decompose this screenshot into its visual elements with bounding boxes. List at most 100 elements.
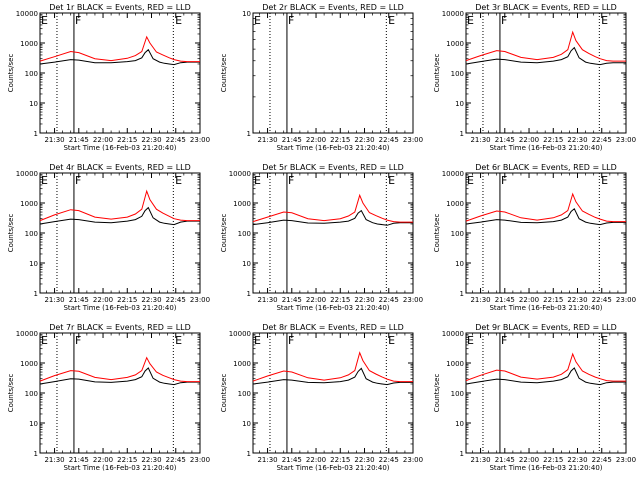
panel-title: Det 6r BLACK = Events, RED = LLD (475, 163, 617, 172)
panel-title: Det 5r BLACK = Events, RED = LLD (262, 163, 404, 172)
y-tick-label: 100 (238, 390, 251, 398)
segment-marker: E (254, 174, 261, 187)
segment-marker: E (601, 334, 608, 347)
y-tick-label: 1 (247, 450, 251, 458)
segment-marker: E (41, 174, 48, 187)
panel-det-1: Det 1r BLACK = Events, RED = LLD 1 10 100 10… (7, 3, 210, 152)
x-tick-label: 22:45 (166, 136, 186, 144)
segment-marker: E (467, 174, 474, 187)
x-axis-label: Start Time (16-Feb-03 21:20:40) (489, 464, 602, 472)
x-tick-label: 22:00 (306, 456, 326, 464)
x-tick-label: 22:15 (330, 296, 350, 304)
x-tick-label: 22:45 (379, 456, 399, 464)
x-tick-label: 21:45 (495, 456, 515, 464)
panel-det-8: Det 8r BLACK = Events, RED = LLD 1 10 100 10… (220, 323, 423, 472)
y-tick-label: 1000 (446, 40, 464, 48)
lld-series-line (252, 351, 413, 383)
x-tick-label: 22:30 (354, 456, 374, 464)
x-tick-label: 22:30 (141, 136, 161, 144)
panel-title: Det 3r BLACK = Events, RED = LLD (475, 3, 617, 12)
x-tick-label: 22:30 (567, 296, 587, 304)
x-tick-label: 22:00 (93, 136, 113, 144)
x-tick-label: 22:00 (519, 136, 539, 144)
lld-series-line (252, 193, 413, 223)
x-tick-label: 21:30 (44, 296, 64, 304)
x-tick-label: 22:15 (117, 456, 137, 464)
y-tick-label: 1 (460, 450, 464, 458)
segment-marker: E (388, 174, 395, 187)
events-series-line (252, 367, 413, 386)
y-tick-label: 10 (29, 260, 38, 268)
y-axis-label: Counts/sec (7, 374, 15, 413)
panel-det-7: Det 7r BLACK = Events, RED = LLD 1 10 100 10… (7, 323, 210, 472)
y-tick-label: 100 (451, 70, 464, 78)
lld-series-line (465, 192, 626, 223)
y-axis-label: Counts/sec (433, 54, 441, 93)
segment-marker: F (501, 14, 507, 27)
y-tick-label: 10 (29, 100, 38, 108)
x-tick-label: 23:00 (616, 296, 636, 304)
plot-frame (465, 12, 627, 134)
y-axis-label: Counts/sec (433, 374, 441, 413)
y-tick-label: 1 (460, 290, 464, 298)
x-tick-label: 22:15 (117, 136, 137, 144)
segment-marker: E (175, 334, 182, 347)
plot-frame (39, 332, 201, 454)
x-axis-label: Start Time (16-Feb-03 21:20:40) (276, 144, 389, 152)
panel-det-6: Det 6r BLACK = Events, RED = LLD 1 10 100 10… (433, 163, 636, 312)
segment-marker: E (601, 14, 608, 27)
y-tick-label: 1000 (20, 40, 38, 48)
x-tick-label: 22:45 (379, 136, 399, 144)
x-tick-label: 22:15 (543, 136, 563, 144)
y-tick-label: 1 (34, 450, 38, 458)
x-tick-label: 23:00 (403, 456, 423, 464)
events-series-line (465, 367, 626, 386)
plot-frame (252, 12, 414, 134)
panel-det-4: Det 4r BLACK = Events, RED = LLD 1 10 100 10… (7, 163, 210, 312)
events-series-line (39, 206, 200, 226)
x-tick-label: 21:45 (282, 296, 302, 304)
y-tick-label: 10 (29, 420, 38, 428)
x-tick-label: 22:45 (592, 136, 612, 144)
panel-title: Det 4r BLACK = Events, RED = LLD (49, 163, 191, 172)
y-tick-label: 100 (451, 390, 464, 398)
y-tick-label: 10 (455, 260, 464, 268)
y-tick-label: 1 (460, 130, 464, 138)
x-tick-label: 22:45 (592, 456, 612, 464)
x-tick-label: 22:00 (306, 136, 326, 144)
y-tick-label: 100 (25, 230, 38, 238)
y-tick-label: 1000 (20, 200, 38, 208)
x-tick-label: 21:30 (44, 136, 64, 144)
y-tick-label: 10 (455, 420, 464, 428)
y-tick-label: 100 (238, 230, 251, 238)
y-tick-label: 1000 (233, 200, 251, 208)
segment-marker: E (467, 14, 474, 27)
y-tick-label: 10000 (442, 170, 464, 178)
lld-series-line (465, 30, 626, 62)
segment-marker: F (501, 174, 507, 187)
segment-marker: E (601, 174, 608, 187)
y-tick-label: 1 (34, 290, 38, 298)
segment-marker: E (41, 334, 48, 347)
x-tick-label: 23:00 (190, 296, 210, 304)
x-tick-label: 22:45 (592, 296, 612, 304)
panel-det-2: Det 2r BLACK = Events, RED = LLD 1 10 Count… (220, 3, 423, 152)
x-tick-label: 22:30 (567, 456, 587, 464)
segment-marker: F (75, 174, 81, 187)
x-tick-label: 22:00 (306, 296, 326, 304)
y-tick-label: 100 (25, 390, 38, 398)
y-tick-label: 10000 (229, 330, 251, 338)
segment-marker: F (75, 14, 81, 27)
x-tick-label: 22:30 (567, 136, 587, 144)
lld-series-line (39, 356, 200, 383)
segment-marker: E (41, 14, 48, 27)
x-tick-label: 21:45 (282, 456, 302, 464)
y-tick-label: 1000 (446, 200, 464, 208)
x-tick-label: 21:45 (69, 456, 89, 464)
x-tick-label: 22:45 (379, 296, 399, 304)
x-tick-label: 23:00 (190, 136, 210, 144)
y-tick-label: 10000 (16, 170, 38, 178)
y-tick-label: 10000 (16, 10, 38, 18)
